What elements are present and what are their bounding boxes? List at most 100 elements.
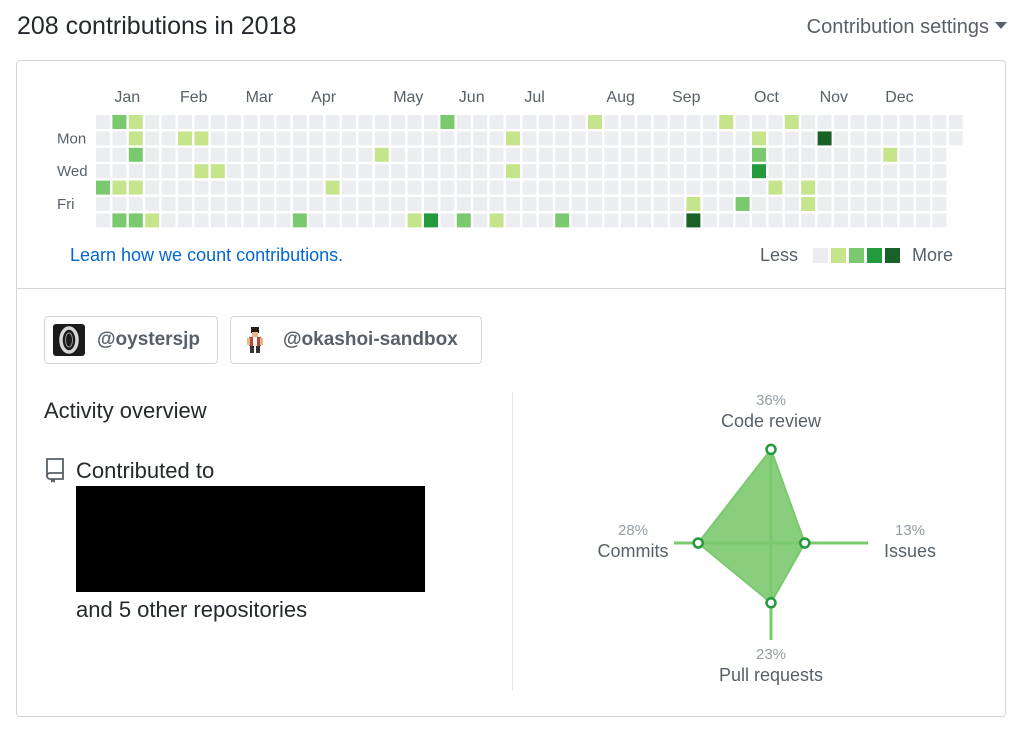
contribution-day[interactable]: [374, 147, 389, 162]
contribution-day[interactable]: [145, 131, 160, 146]
contribution-day[interactable]: [128, 197, 143, 211]
contribution-day[interactable]: [801, 115, 816, 129]
contribution-day[interactable]: [473, 197, 488, 211]
contribution-day[interactable]: [670, 131, 684, 146]
contribution-day[interactable]: [604, 180, 619, 195]
contribution-day[interactable]: [473, 115, 488, 129]
contribution-day[interactable]: [407, 180, 422, 195]
contribution-day[interactable]: [194, 213, 209, 228]
contribution-day[interactable]: [96, 213, 110, 228]
contribution-day[interactable]: [899, 180, 914, 195]
contribution-day[interactable]: [768, 164, 783, 179]
contribution-day[interactable]: [588, 115, 602, 129]
contribution-day[interactable]: [292, 164, 307, 179]
contribution-day[interactable]: [456, 164, 471, 179]
contribution-day[interactable]: [752, 131, 766, 146]
contribution-day[interactable]: [866, 180, 881, 195]
contribution-day[interactable]: [374, 213, 389, 228]
contribution-day[interactable]: [850, 115, 865, 129]
contribution-day[interactable]: [506, 131, 520, 146]
contribution-day[interactable]: [784, 147, 799, 162]
contribution-day[interactable]: [948, 131, 963, 146]
contribution-day[interactable]: [702, 131, 717, 146]
contribution-day[interactable]: [555, 147, 570, 162]
contribution-day[interactable]: [686, 180, 701, 195]
learn-how-we-count-link[interactable]: Learn how we count contributions.: [70, 245, 344, 265]
contribution-day[interactable]: [637, 131, 652, 146]
contribution-day[interactable]: [571, 115, 586, 129]
contribution-day[interactable]: [670, 213, 684, 228]
contribution-day[interactable]: [588, 180, 602, 195]
contribution-day[interactable]: [178, 147, 192, 162]
contribution-day[interactable]: [637, 213, 652, 228]
contribution-day[interactable]: [96, 131, 110, 146]
contribution-day[interactable]: [489, 115, 504, 129]
contribution-day[interactable]: [456, 213, 471, 228]
contribution-day[interactable]: [850, 131, 865, 146]
contribution-day[interactable]: [883, 131, 898, 146]
contribution-day[interactable]: [424, 180, 438, 195]
contribution-day[interactable]: [752, 180, 766, 195]
contribution-day[interactable]: [276, 213, 291, 228]
contribution-day[interactable]: [456, 131, 471, 146]
contribution-day[interactable]: [817, 115, 832, 129]
contribution-day[interactable]: [374, 115, 389, 129]
contribution-day[interactable]: [719, 147, 734, 162]
contribution-day[interactable]: [145, 213, 160, 228]
contribution-day[interactable]: [243, 197, 258, 211]
contribution-day[interactable]: [145, 115, 160, 129]
contribution-day[interactable]: [604, 197, 619, 211]
contribution-day[interactable]: [702, 115, 717, 129]
contribution-day[interactable]: [735, 147, 750, 162]
contribution-day[interactable]: [456, 197, 471, 211]
contribution-day[interactable]: [686, 147, 701, 162]
contribution-day[interactable]: [801, 197, 816, 211]
contribution-day[interactable]: [178, 115, 192, 129]
contribution-day[interactable]: [292, 147, 307, 162]
contribution-day[interactable]: [424, 131, 438, 146]
contribution-day[interactable]: [325, 197, 340, 211]
contribution-day[interactable]: [653, 197, 668, 211]
contribution-day[interactable]: [883, 197, 898, 211]
contribution-day[interactable]: [555, 180, 570, 195]
contribution-day[interactable]: [178, 180, 192, 195]
contribution-day[interactable]: [309, 197, 324, 211]
contribution-day[interactable]: [309, 180, 324, 195]
contribution-day[interactable]: [489, 197, 504, 211]
contribution-day[interactable]: [916, 147, 930, 162]
contribution-day[interactable]: [604, 131, 619, 146]
contribution-day[interactable]: [178, 131, 192, 146]
contribution-day[interactable]: [735, 213, 750, 228]
contribution-day[interactable]: [637, 164, 652, 179]
contribution-day[interactable]: [342, 115, 356, 129]
contribution-day[interactable]: [292, 197, 307, 211]
contribution-day[interactable]: [735, 164, 750, 179]
contribution-day[interactable]: [489, 180, 504, 195]
contribution-day[interactable]: [817, 147, 832, 162]
contribution-day[interactable]: [522, 147, 537, 162]
contribution-day[interactable]: [391, 147, 406, 162]
contribution-day[interactable]: [424, 164, 438, 179]
contribution-day[interactable]: [227, 131, 242, 146]
contribution-day[interactable]: [342, 147, 356, 162]
contribution-day[interactable]: [358, 197, 373, 211]
contribution-day[interactable]: [850, 197, 865, 211]
contribution-day[interactable]: [866, 213, 881, 228]
contribution-day[interactable]: [883, 164, 898, 179]
contribution-day[interactable]: [112, 213, 127, 228]
contribution-day[interactable]: [145, 180, 160, 195]
contribution-day[interactable]: [653, 180, 668, 195]
contribution-day[interactable]: [407, 213, 422, 228]
contribution-day[interactable]: [325, 164, 340, 179]
contribution-day[interactable]: [834, 213, 848, 228]
contribution-day[interactable]: [653, 131, 668, 146]
contribution-day[interactable]: [637, 180, 652, 195]
contribution-day[interactable]: [866, 164, 881, 179]
contribution-day[interactable]: [817, 213, 832, 228]
contribution-day[interactable]: [620, 180, 635, 195]
contribution-day[interactable]: [686, 131, 701, 146]
contribution-day[interactable]: [292, 180, 307, 195]
contribution-day[interactable]: [325, 115, 340, 129]
contribution-day[interactable]: [473, 147, 488, 162]
contribution-day[interactable]: [128, 147, 143, 162]
